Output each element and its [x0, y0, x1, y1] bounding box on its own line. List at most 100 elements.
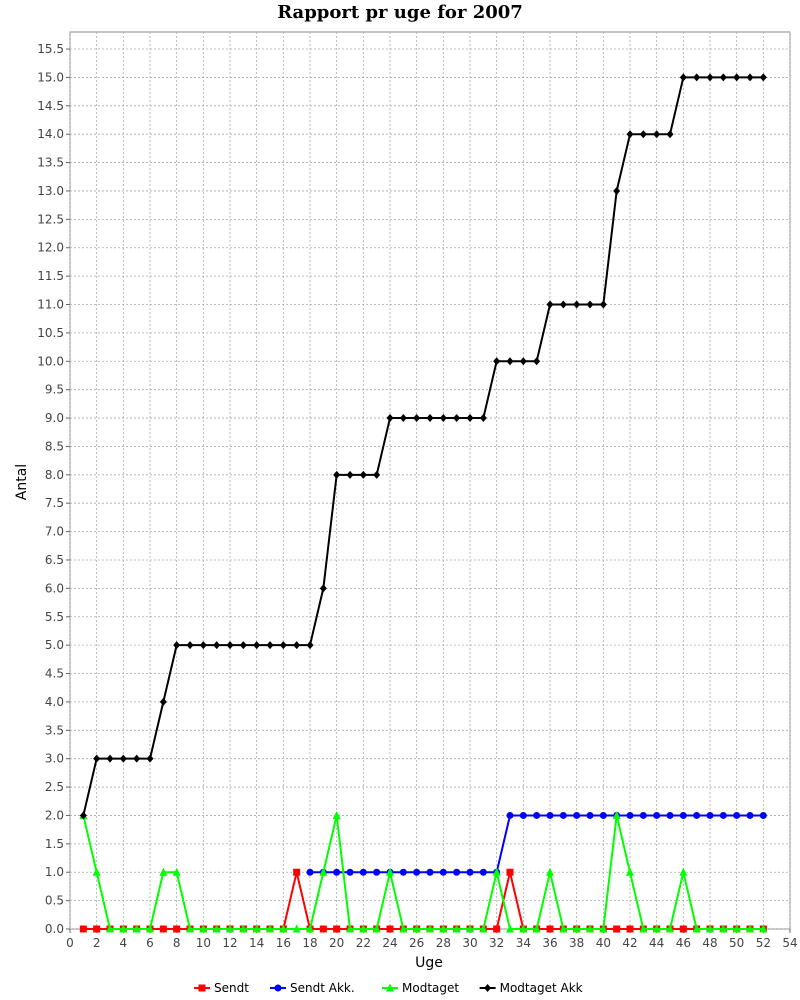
data-point: [506, 868, 514, 876]
legend-label: Sendt: [214, 981, 249, 995]
data-point: [746, 924, 754, 933]
grid-lines: [69, 32, 791, 930]
data-point: [279, 924, 288, 933]
x-tick-label: 44: [649, 936, 664, 950]
data-point: [372, 924, 381, 933]
x-tick-label: 24: [382, 936, 397, 950]
data-point: [639, 924, 648, 933]
y-tick-label: 3.5: [45, 723, 64, 737]
y-tick-label: 3.0: [45, 752, 64, 766]
series-line: [82, 814, 764, 930]
y-tick-label: 14.5: [37, 99, 64, 113]
data-point: [559, 300, 567, 309]
y-tick-label: 5.0: [45, 638, 64, 652]
data-point: [572, 924, 581, 933]
data-point: [573, 300, 581, 309]
data-point: [546, 925, 554, 933]
data-point: [639, 811, 647, 819]
y-axis-label: Antal: [14, 464, 30, 500]
data-point: [653, 811, 661, 819]
data-point: [599, 811, 607, 819]
y-tick-label: 7.0: [45, 525, 64, 539]
data-point: [119, 924, 128, 933]
data-point: [546, 300, 554, 309]
data-point: [79, 811, 87, 820]
y-tick-label: 4.0: [45, 695, 64, 709]
data-point: [239, 641, 247, 650]
data-point: [613, 186, 621, 195]
data-point: [386, 925, 394, 933]
y-tick-label: 1.5: [45, 837, 64, 851]
x-tick-label: 30: [462, 936, 477, 950]
data-point: [293, 868, 301, 876]
series-2: [79, 810, 768, 933]
legend: Sendt Sendt Akk. Modtaget Modtaget Akk: [194, 981, 583, 995]
data-point: [452, 924, 461, 933]
data-point: [93, 925, 101, 933]
data-point: [533, 357, 541, 366]
data-point: [159, 867, 168, 876]
data-point: [399, 868, 407, 876]
y-tick-label: 0.5: [45, 894, 64, 908]
data-point: [746, 73, 754, 82]
data-point: [146, 754, 154, 763]
data-point: [733, 73, 741, 82]
data-point: [186, 641, 194, 650]
data-point: [212, 924, 221, 933]
data-point: [439, 414, 447, 423]
y-tick-label: 1.0: [45, 865, 64, 879]
data-point: [319, 867, 328, 876]
data-point: [453, 414, 461, 423]
data-point: [386, 414, 394, 423]
data-point: [399, 414, 407, 423]
y-tick-label: 12.5: [37, 212, 64, 226]
y-tick-label: 4.5: [45, 667, 64, 681]
data-point: [573, 811, 581, 819]
x-tick-label: 38: [569, 936, 584, 950]
y-tick-label: 12.0: [37, 241, 64, 255]
data-point: [653, 130, 661, 139]
data-point: [106, 924, 114, 933]
x-tick-label: 52: [756, 936, 771, 950]
x-tick-label: 40: [596, 936, 611, 950]
y-tick-label: 5.5: [45, 610, 64, 624]
y-tick-label: 7.5: [45, 496, 64, 510]
data-point: [199, 641, 207, 650]
legend-item: Modtaget Akk: [479, 981, 583, 995]
x-tick-label: 14: [249, 936, 264, 950]
chart-title: Rapport pr uge for 2007: [277, 2, 523, 23]
x-tick-label: 36: [542, 936, 557, 950]
x-tick-label: 16: [276, 936, 291, 950]
data-point: [413, 868, 421, 876]
data-point: [479, 414, 487, 423]
data-point: [719, 73, 727, 82]
y-tick-label: 11.5: [37, 269, 64, 283]
y-tick-label: 15.0: [37, 70, 64, 84]
legend-marker: [484, 984, 492, 992]
data-point: [159, 925, 167, 933]
data-point: [279, 641, 287, 650]
data-point: [226, 924, 234, 933]
data-point: [306, 641, 314, 650]
x-tick-label: 0: [66, 936, 74, 950]
data-point: [626, 925, 634, 933]
legend-marker: [386, 983, 394, 992]
legend-marker: [198, 984, 206, 992]
x-tick-label: 54: [782, 936, 797, 950]
x-tick-label: 20: [329, 936, 344, 950]
x-tick-label: 12: [222, 936, 237, 950]
data-point: [479, 868, 487, 876]
data-point: [346, 470, 354, 479]
data-point: [399, 924, 408, 933]
data-point: [346, 924, 354, 933]
data-point: [639, 130, 647, 139]
data-point: [466, 924, 474, 933]
data-point: [479, 924, 488, 933]
data-point: [159, 697, 167, 706]
y-tick-label: 2.5: [45, 780, 64, 794]
data-point: [626, 130, 634, 139]
data-point: [373, 868, 381, 876]
data-point: [626, 867, 634, 876]
x-tick-label: 32: [489, 936, 504, 950]
data-point: [693, 811, 701, 819]
